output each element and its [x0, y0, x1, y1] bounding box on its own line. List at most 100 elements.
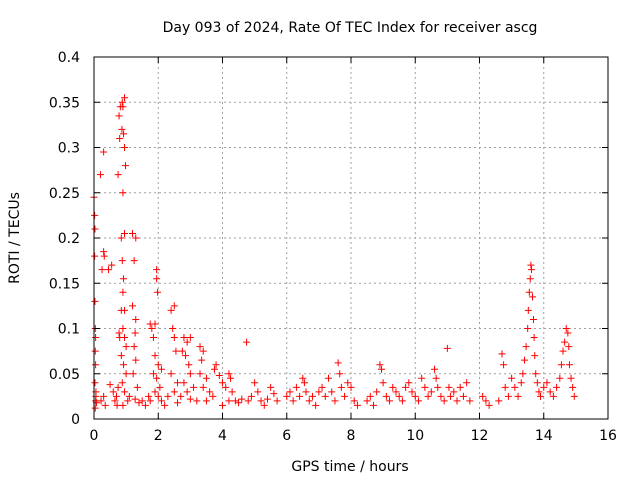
data-point	[183, 388, 191, 396]
data-point	[537, 392, 545, 400]
data-point	[199, 347, 207, 355]
data-point	[300, 379, 308, 387]
data-point	[153, 266, 161, 274]
y-tick-label: 0.25	[49, 186, 80, 202]
data-point	[154, 288, 162, 296]
data-point	[525, 288, 533, 296]
data-point	[382, 392, 390, 400]
data-point	[517, 379, 525, 387]
data-point	[427, 388, 435, 396]
data-point	[495, 397, 503, 405]
data-point	[350, 397, 358, 405]
data-point	[238, 395, 246, 403]
data-point	[212, 361, 220, 369]
data-point	[440, 397, 448, 405]
data-point	[104, 266, 112, 274]
data-point	[453, 397, 461, 405]
data-point	[567, 374, 575, 382]
x-tick-label: 16	[599, 428, 617, 444]
data-point	[347, 383, 355, 391]
data-point	[199, 383, 207, 391]
data-point	[129, 302, 137, 310]
data-point	[225, 370, 233, 378]
data-point	[121, 162, 129, 170]
data-point	[111, 397, 119, 405]
data-point	[121, 144, 129, 151]
data-point	[227, 374, 235, 382]
data-point	[546, 388, 554, 396]
data-point	[318, 383, 326, 391]
data-point	[527, 261, 535, 269]
data-point	[92, 334, 100, 342]
axis-ticks	[93, 56, 609, 420]
data-point	[210, 365, 218, 373]
data-point	[485, 401, 493, 409]
data-point	[151, 388, 159, 396]
data-point	[553, 383, 561, 391]
data-point	[198, 356, 206, 364]
data-point	[450, 388, 458, 396]
data-point	[157, 365, 165, 373]
data-point	[528, 266, 536, 274]
data-point	[532, 370, 540, 378]
data-point	[247, 392, 255, 400]
data-point	[145, 392, 153, 400]
data-point	[118, 379, 126, 387]
data-point	[151, 320, 159, 328]
data-point	[154, 392, 162, 400]
data-point	[182, 352, 190, 360]
data-point	[132, 315, 140, 323]
data-point	[117, 306, 125, 314]
data-point	[177, 392, 185, 400]
data-point	[312, 401, 320, 409]
data-point	[180, 334, 188, 342]
data-point	[156, 383, 164, 391]
x-tick-label: 12	[471, 428, 489, 444]
data-point	[511, 383, 519, 391]
data-point	[190, 383, 198, 391]
data-point	[570, 392, 578, 400]
data-point	[130, 343, 138, 351]
data-point	[117, 352, 125, 360]
data-point	[132, 234, 140, 242]
data-points	[90, 94, 578, 412]
data-point	[562, 325, 570, 332]
data-point	[151, 352, 159, 360]
y-tick-label: 0.3	[58, 141, 80, 157]
data-point	[500, 361, 508, 369]
data-point	[193, 397, 201, 405]
data-point	[225, 397, 233, 405]
data-point	[92, 361, 100, 369]
data-point	[411, 392, 419, 400]
data-point	[530, 334, 538, 342]
data-point	[463, 379, 471, 387]
data-point	[564, 329, 572, 337]
data-point	[118, 125, 126, 133]
y-tick-label: 0.1	[58, 322, 80, 338]
data-point	[260, 401, 268, 409]
data-point	[526, 275, 534, 283]
data-point	[149, 334, 157, 342]
data-point	[421, 383, 429, 391]
data-point	[308, 392, 316, 400]
data-point	[434, 383, 442, 391]
data-point	[379, 379, 387, 387]
x-tick-label: 0	[90, 428, 99, 444]
data-point	[321, 392, 329, 400]
x-tick-label: 6	[282, 428, 291, 444]
data-point	[405, 379, 413, 387]
y-tick-label: 0.15	[49, 276, 80, 292]
data-point	[296, 392, 304, 400]
data-point	[337, 383, 345, 391]
data-point	[443, 344, 451, 352]
data-point	[148, 325, 156, 332]
data-point	[565, 343, 573, 351]
data-point	[114, 171, 122, 179]
data-point	[501, 383, 509, 391]
data-point	[369, 401, 377, 409]
data-point	[92, 392, 100, 400]
data-point	[273, 397, 281, 405]
data-point	[122, 343, 130, 351]
data-point	[336, 370, 344, 378]
data-point	[373, 388, 381, 396]
